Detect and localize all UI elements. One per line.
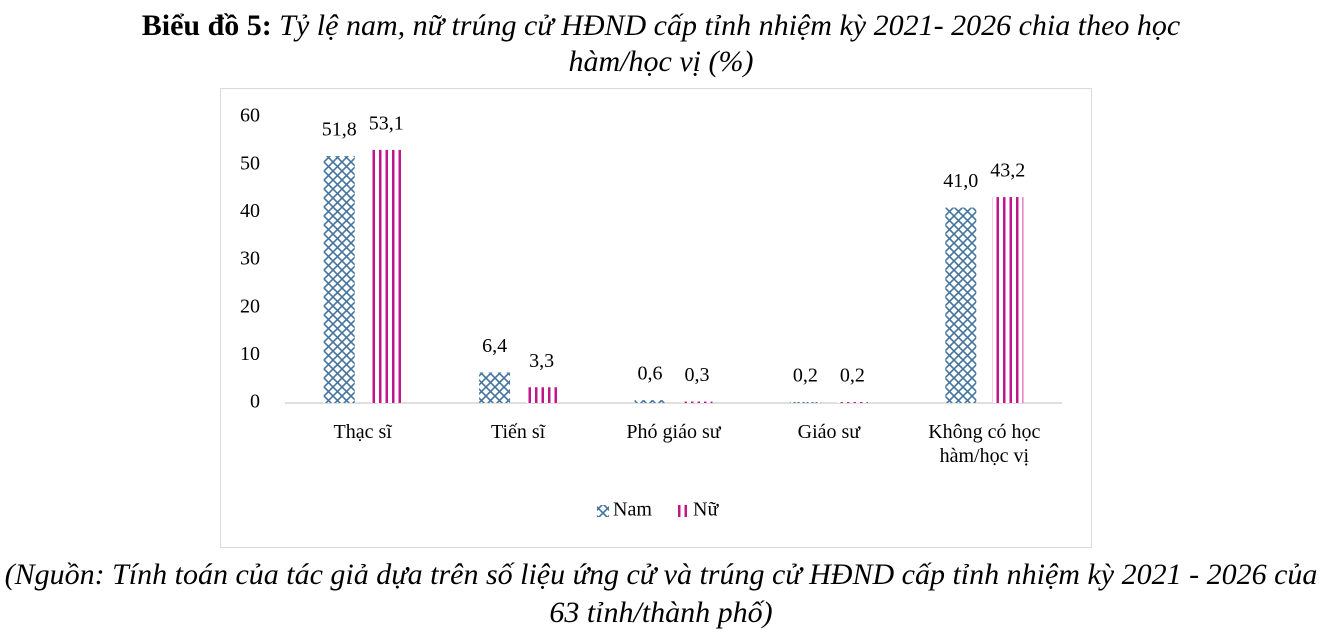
y-tick-label: 20 <box>240 295 260 317</box>
bar <box>992 197 1024 403</box>
y-tick-label: 50 <box>240 152 260 174</box>
chart-title: Biểu đồ 5: Tỷ lệ nam, nữ trúng cử HĐND c… <box>130 8 1192 80</box>
y-tick-label: 30 <box>240 248 260 270</box>
x-tick-label: Không có học hàm/học vị <box>928 421 1041 467</box>
figure-label: Biểu đồ 5: <box>141 9 272 42</box>
bar <box>634 400 666 403</box>
data-label: 53,1 <box>369 112 404 134</box>
bar <box>323 156 355 403</box>
legend-swatch <box>677 505 689 517</box>
data-label: 43,2 <box>990 160 1025 182</box>
x-tick-label: Giáo sư <box>797 421 861 443</box>
data-label: 0,3 <box>685 364 710 386</box>
bar <box>526 387 558 403</box>
bar <box>370 149 402 403</box>
bar <box>479 372 511 403</box>
data-label: 0,2 <box>793 365 818 387</box>
data-label: 41,0 <box>943 170 978 192</box>
x-tick-label: Phó giáo sư <box>626 421 721 443</box>
y-tick-label: 10 <box>240 343 260 365</box>
x-tick-label: Thạc sĩ <box>333 421 392 443</box>
source-note: (Nguồn: Tính toán của tác giả dựa trên s… <box>4 558 1318 629</box>
y-tick-label: 0 <box>250 391 260 413</box>
legend-swatch <box>597 505 609 517</box>
legend-label: Nam <box>613 499 652 521</box>
legend-label: Nữ <box>693 499 719 521</box>
bar <box>789 402 821 403</box>
y-tick-label: 40 <box>240 200 260 222</box>
bar <box>945 207 977 403</box>
bar <box>836 402 868 403</box>
data-label: 0,2 <box>840 365 865 387</box>
bar <box>681 401 713 403</box>
data-label: 3,3 <box>529 350 554 372</box>
data-label: 0,6 <box>638 363 663 385</box>
title-text: Tỷ lệ nam, nữ trúng cử HĐND cấp tỉnh nhi… <box>279 9 1181 78</box>
y-tick-label: 60 <box>240 105 260 127</box>
data-label: 51,8 <box>322 119 357 141</box>
data-label: 6,4 <box>482 335 507 357</box>
x-tick-label: Tiến sĩ <box>490 421 546 443</box>
chart-frame <box>220 88 1092 548</box>
